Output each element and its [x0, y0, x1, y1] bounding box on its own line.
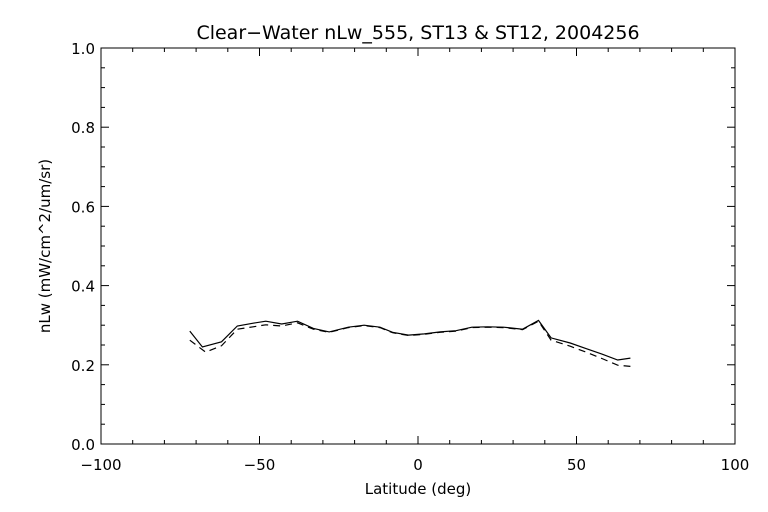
x-tick-label: −100: [80, 456, 121, 474]
y-axis-label: nLw (mW/cm^2/um/sr): [36, 159, 54, 333]
plot-frame: [100, 47, 736, 445]
series-line-solid: [189, 319, 631, 361]
x-axis-label: Latitude (deg): [365, 480, 471, 498]
series-line-dashed: [189, 320, 631, 367]
series-lines: [189, 319, 631, 367]
x-tick-label: 50: [567, 456, 586, 474]
x-tick-label: 100: [721, 456, 750, 474]
y-tick-label: 0.6: [71, 198, 95, 216]
x-tick-label: −50: [244, 456, 276, 474]
y-tick-label: 0.4: [71, 278, 95, 296]
y-tick-label: 0.8: [71, 119, 95, 137]
axis-ticks: −100 −50 0 50 100 0.0 0.2 0.4 0.6 0.8 1.0: [71, 40, 749, 474]
y-tick-label: 1.0: [71, 40, 95, 58]
y-tick-label: 0.0: [71, 436, 95, 454]
y-tick-label: 0.2: [71, 357, 95, 375]
x-tick-label: 0: [413, 456, 423, 474]
chart-title: Clear−Water nLw_555, ST13 & ST12, 200425…: [196, 22, 639, 44]
